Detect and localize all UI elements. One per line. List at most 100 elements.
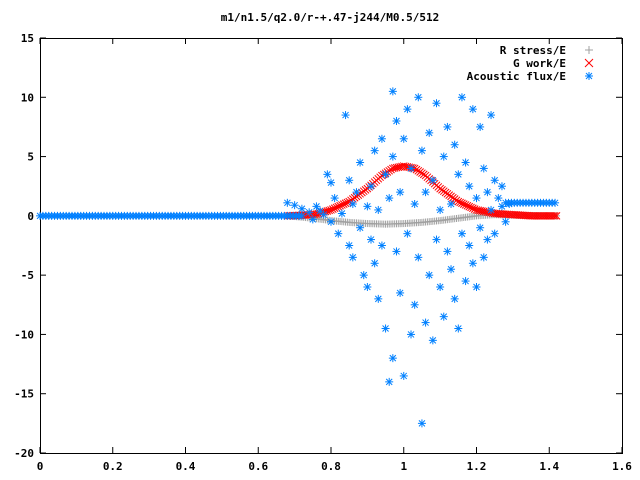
data-point xyxy=(283,198,292,207)
data-point xyxy=(494,194,503,203)
y-tick-label: -15 xyxy=(14,388,34,401)
data-point xyxy=(297,211,306,220)
data-point xyxy=(414,253,423,262)
data-point xyxy=(414,93,423,102)
data-point xyxy=(490,229,499,238)
y-tick-label: 5 xyxy=(27,151,34,164)
data-point xyxy=(483,188,492,197)
series-2 xyxy=(36,87,560,428)
data-point xyxy=(356,223,365,232)
data-point xyxy=(399,371,408,380)
y-tick-label: -5 xyxy=(21,269,34,282)
data-point xyxy=(454,324,463,333)
data-point xyxy=(439,152,448,161)
legend-label: R stress/E xyxy=(500,44,566,57)
data-point xyxy=(327,178,335,187)
data-point xyxy=(443,247,452,256)
x-tick-label: 0.6 xyxy=(248,460,268,473)
data-point xyxy=(308,215,317,224)
chart-title: m1/n1.5/q2.0/r-+.47-j244/M0.5/512 xyxy=(221,11,440,24)
y-tick-label: 10 xyxy=(21,91,34,104)
data-point xyxy=(399,134,408,143)
data-point xyxy=(545,212,554,220)
data-point xyxy=(527,212,535,220)
data-point xyxy=(374,294,383,303)
data-point xyxy=(417,146,426,155)
data-point xyxy=(530,212,539,220)
data-point xyxy=(377,134,386,143)
data-point xyxy=(487,205,496,214)
data-point xyxy=(319,210,328,219)
data-point xyxy=(343,198,352,207)
data-point xyxy=(457,229,466,238)
data-point xyxy=(363,283,372,291)
axis-tick-labels: 0 0.2 0.4 0.6 0.8 1 1.2 1.4 1.6 15 10 5 0 -5 -10 -15 -20 xyxy=(14,32,632,473)
data-point xyxy=(428,336,437,345)
x-tick-label: 0.4 xyxy=(176,460,196,473)
data-point xyxy=(345,176,354,185)
data-point xyxy=(536,212,545,220)
data-point xyxy=(407,330,416,339)
data-point xyxy=(348,253,357,262)
data-point xyxy=(541,212,550,220)
data-point xyxy=(330,194,339,203)
legend-marker xyxy=(585,72,593,80)
data-point xyxy=(290,201,299,210)
data-point xyxy=(432,99,441,108)
legend-marker xyxy=(584,58,594,68)
x-tick-label: 1.2 xyxy=(467,460,487,473)
data-point xyxy=(472,283,481,291)
data-point xyxy=(439,312,448,321)
data-point xyxy=(468,105,477,114)
data-point xyxy=(529,212,537,220)
x-tick-label: 1 xyxy=(400,460,407,473)
data-point xyxy=(497,202,506,211)
series-1 xyxy=(283,162,561,220)
data-point xyxy=(468,259,477,268)
data-point xyxy=(425,271,434,280)
data-point xyxy=(487,111,496,120)
data-point xyxy=(396,288,405,297)
data-point xyxy=(367,182,376,191)
data-point xyxy=(505,200,514,208)
data-point xyxy=(461,277,470,286)
data-point xyxy=(432,235,441,244)
data-point xyxy=(403,229,412,238)
data-point xyxy=(465,241,474,250)
data-point xyxy=(312,202,321,211)
data-point xyxy=(428,176,437,185)
y-tick-label: 15 xyxy=(21,32,34,45)
data-point xyxy=(465,182,474,191)
data-point xyxy=(454,170,463,179)
data-marks xyxy=(36,87,561,428)
data-point xyxy=(447,265,456,274)
data-point xyxy=(385,377,394,386)
data-point xyxy=(305,208,314,217)
data-point xyxy=(348,200,357,208)
data-point xyxy=(370,259,379,268)
x-tick-label: 1.6 xyxy=(612,460,632,473)
data-point xyxy=(359,271,368,280)
data-point xyxy=(450,140,459,149)
data-point xyxy=(370,146,379,155)
data-point xyxy=(547,212,555,220)
data-point xyxy=(388,354,397,363)
data-point xyxy=(550,212,559,220)
x-tick-label: 1.4 xyxy=(539,460,559,473)
data-point xyxy=(479,164,488,173)
data-point xyxy=(374,205,383,214)
data-point xyxy=(551,198,560,207)
data-point xyxy=(392,117,401,125)
data-point xyxy=(345,241,354,250)
y-tick-label: -10 xyxy=(14,328,34,341)
data-point xyxy=(476,223,485,232)
y-tick-label: 0 xyxy=(27,210,34,223)
data-point xyxy=(323,170,332,179)
data-point xyxy=(472,194,481,203)
data-point xyxy=(388,152,397,161)
data-point xyxy=(534,212,543,220)
data-point xyxy=(334,229,343,238)
data-point xyxy=(327,217,335,226)
y-tick-label: -20 xyxy=(14,447,34,460)
